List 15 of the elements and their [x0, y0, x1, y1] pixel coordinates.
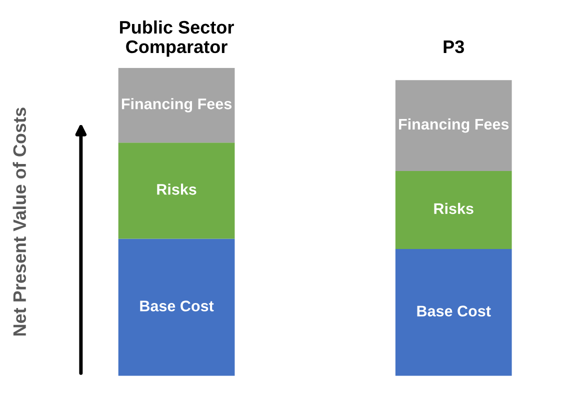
series-label: Base Cost: [417, 306, 491, 317]
series-label: Financing Fees: [399, 118, 509, 133]
y-axis-title: Net Present Value of Costs: [12, 108, 26, 336]
text: Financing Fees: [122, 98, 232, 112]
bar: [395, 248, 512, 376]
text: Risks: [157, 184, 196, 195]
x-tick-label: P3: [444, 40, 464, 54]
bar: [118, 142, 235, 239]
bar: [395, 171, 512, 249]
series-label: Risks: [434, 202, 474, 214]
bar: [395, 80, 512, 172]
bar: [118, 68, 235, 143]
x-tick-label: Public Sector Comparator: [120, 20, 234, 57]
bar: [118, 238, 235, 376]
text: Base Cost: [140, 300, 214, 312]
